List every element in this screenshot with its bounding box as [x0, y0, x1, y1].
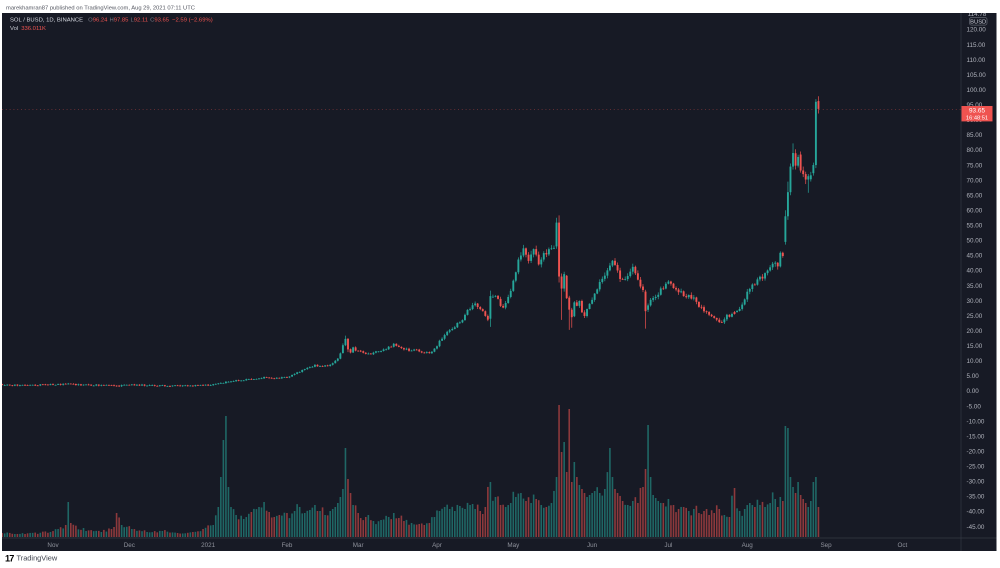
svg-text:BUSD: BUSD — [970, 19, 986, 25]
svg-text:Jun: Jun — [587, 542, 598, 549]
svg-text:95.00: 95.00 — [967, 102, 983, 109]
svg-text:15.00: 15.00 — [967, 343, 983, 350]
svg-text:0.00: 0.00 — [967, 388, 980, 395]
svg-text:80.00: 80.00 — [967, 147, 983, 154]
svg-text:60.00: 60.00 — [967, 207, 983, 214]
svg-text:93.65: 93.65 — [969, 108, 985, 115]
svg-text:Oct: Oct — [898, 542, 908, 549]
svg-text:35.00: 35.00 — [967, 283, 983, 290]
svg-text:115.00: 115.00 — [967, 42, 986, 49]
svg-text:2021: 2021 — [201, 542, 216, 549]
svg-text:50.00: 50.00 — [967, 238, 983, 245]
svg-text:25.00: 25.00 — [967, 313, 983, 320]
svg-text:100.00: 100.00 — [967, 87, 987, 94]
svg-text:120.00: 120.00 — [967, 27, 987, 34]
svg-text:5.00: 5.00 — [967, 373, 980, 380]
svg-text:Jul: Jul — [664, 542, 672, 549]
svg-text:-5.00: -5.00 — [967, 403, 982, 410]
svg-text:Sep: Sep — [820, 542, 832, 549]
svg-text:TradingView: TradingView — [17, 554, 58, 563]
svg-text:-30.00: -30.00 — [967, 479, 985, 486]
svg-text:-20.00: -20.00 — [967, 448, 985, 455]
svg-text:17: 17 — [5, 554, 14, 564]
svg-text:45.00: 45.00 — [967, 253, 983, 260]
svg-text:-45.00: -45.00 — [967, 524, 985, 531]
svg-text:55.00: 55.00 — [967, 223, 983, 230]
svg-text:85.00: 85.00 — [967, 132, 983, 139]
svg-text:Dec: Dec — [124, 542, 135, 549]
svg-text:-15.00: -15.00 — [967, 433, 985, 440]
svg-text:marekhamran87 published on Tra: marekhamran87 published on TradingView.c… — [6, 5, 195, 11]
svg-text:75.00: 75.00 — [967, 162, 983, 169]
svg-text:65.00: 65.00 — [967, 192, 983, 199]
svg-text:-35.00: -35.00 — [967, 494, 985, 501]
svg-text:110.00: 110.00 — [967, 57, 986, 64]
svg-text:Nov: Nov — [47, 542, 59, 549]
svg-text:May: May — [507, 542, 520, 549]
svg-text:30.00: 30.00 — [967, 298, 983, 305]
svg-text:20.00: 20.00 — [967, 328, 983, 335]
svg-text:70.00: 70.00 — [967, 177, 983, 184]
svg-text:105.00: 105.00 — [967, 72, 987, 79]
svg-text:114.78: 114.78 — [968, 11, 987, 18]
svg-text:40.00: 40.00 — [967, 268, 983, 275]
svg-text:Mar: Mar — [353, 542, 364, 549]
svg-text:-40.00: -40.00 — [967, 509, 985, 516]
svg-text:16:48:51: 16:48:51 — [966, 116, 988, 122]
svg-text:Feb: Feb — [282, 542, 293, 549]
svg-text:10.00: 10.00 — [967, 358, 983, 365]
svg-text:-25.00: -25.00 — [967, 464, 985, 471]
svg-text:Aug: Aug — [742, 542, 754, 549]
svg-text:Apr: Apr — [432, 542, 442, 549]
svg-text:-10.00: -10.00 — [967, 418, 985, 425]
